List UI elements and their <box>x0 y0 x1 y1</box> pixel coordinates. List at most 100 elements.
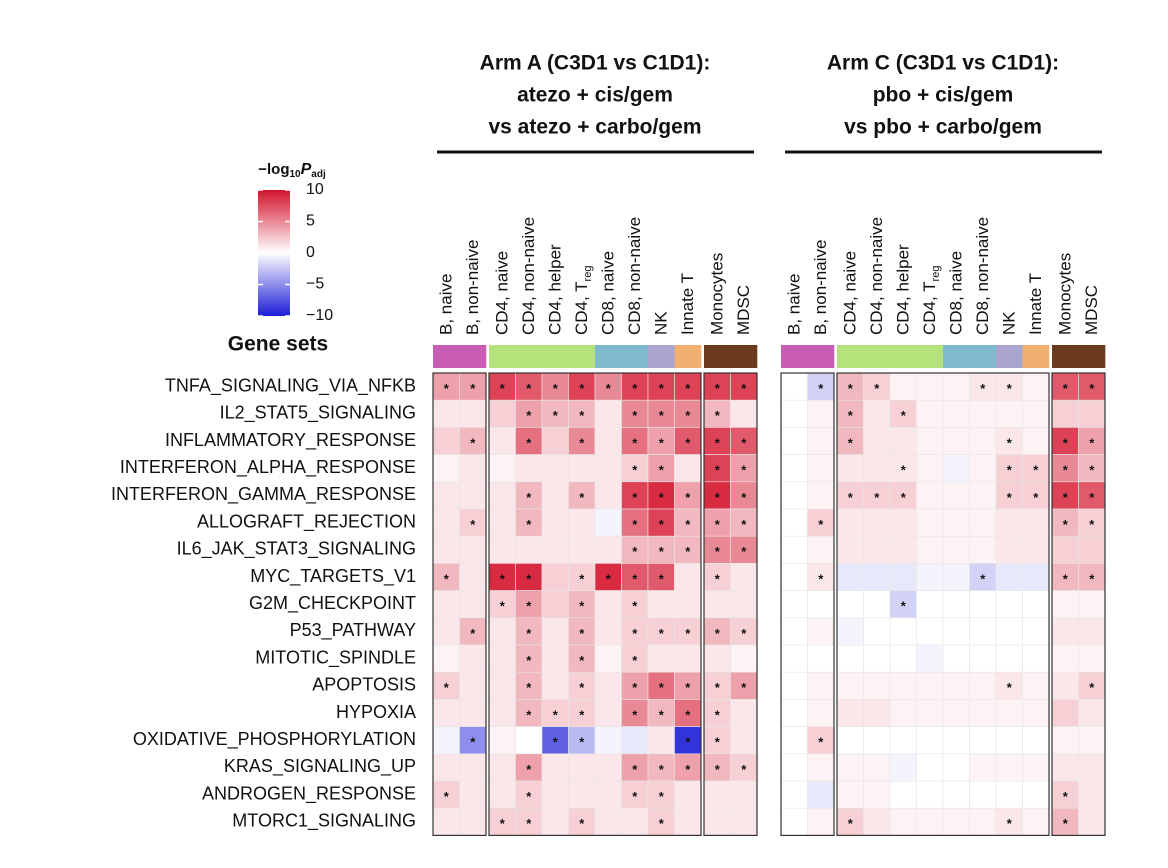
significance-star: * <box>1089 490 1095 505</box>
heatmap-cell <box>807 617 835 646</box>
heatmap-cell <box>889 699 917 727</box>
heatmap-cell <box>942 454 970 483</box>
significance-star: * <box>632 490 638 505</box>
heatmap-cell <box>969 644 997 673</box>
column-label-part: CD4, T <box>572 281 591 335</box>
heatmap-cell <box>621 590 649 619</box>
heatmap-cell <box>836 563 864 591</box>
significance-star: * <box>526 680 532 695</box>
heatmap-cell <box>432 508 460 537</box>
heatmap-cell <box>836 753 864 782</box>
significance-star: * <box>741 490 747 505</box>
heatmap-cell <box>730 399 758 428</box>
heatmap-cell <box>459 617 487 646</box>
heatmap-cell <box>836 780 864 809</box>
heatmap-cell <box>703 563 731 591</box>
significance-star: * <box>685 707 691 722</box>
heatmap-cell <box>942 726 970 755</box>
heatmap-cell <box>1051 699 1079 727</box>
heatmap-cell <box>515 780 543 809</box>
significance-star: * <box>901 599 907 614</box>
heatmap-cell <box>942 372 970 401</box>
heatmap-cell <box>459 563 487 591</box>
heatmap-cell <box>807 427 835 455</box>
significance-star: * <box>526 381 532 396</box>
heatmap-cell <box>432 535 460 564</box>
heatmap-cell <box>780 671 808 700</box>
significance-star: * <box>579 408 585 423</box>
row-label: TNFA_SIGNALING_VIA_NFKB <box>165 375 416 396</box>
column-group-color <box>863 345 891 368</box>
heatmap-cell <box>916 780 944 809</box>
heatmap-cell <box>488 644 516 673</box>
heatmap-cell <box>568 780 596 809</box>
significance-star: * <box>659 816 665 831</box>
heatmap-cell <box>515 590 543 619</box>
column-group-color <box>916 345 944 368</box>
heatmap-cell <box>889 644 917 673</box>
heatmap-cell <box>730 671 758 700</box>
column-label: CD4, non-naive <box>519 217 538 335</box>
significance-star: * <box>874 381 880 396</box>
heatmap-cell <box>541 644 569 673</box>
heatmap-cell <box>1051 617 1079 646</box>
significance-star: * <box>1007 490 1013 505</box>
heatmap-cell <box>621 644 649 673</box>
significance-star: * <box>579 816 585 831</box>
heatmap-cell <box>1078 535 1106 564</box>
heatmap-cell <box>780 508 808 537</box>
heatmap-cell <box>889 372 917 401</box>
row-axis-label: Gene sets <box>228 333 328 356</box>
panel-title: pbo + cis/gem <box>873 84 1014 107</box>
heatmap-cell <box>969 481 997 510</box>
heatmap-cell <box>568 454 596 483</box>
heatmap-cell <box>674 753 702 782</box>
heatmap-cell <box>594 726 622 755</box>
heatmap-cell <box>1022 726 1050 755</box>
heatmap-cell <box>515 671 543 700</box>
heatmap-cell <box>432 699 460 727</box>
heatmap-cell <box>807 508 835 537</box>
significance-star: * <box>632 381 638 396</box>
column-group-color <box>781 345 808 368</box>
significance-star: * <box>685 435 691 450</box>
significance-star: * <box>715 381 721 396</box>
heatmap-cell <box>995 563 1023 591</box>
heatmap-cell <box>730 590 758 619</box>
significance-star: * <box>553 408 559 423</box>
colorbar-title: −log10Padj <box>258 161 326 180</box>
column-group-color <box>595 345 622 368</box>
heatmap-cell <box>647 481 675 510</box>
column-label: CD4, naive <box>493 251 512 335</box>
heatmap-cell <box>942 780 970 809</box>
column-group-color <box>648 345 675 368</box>
heatmap-cell <box>942 671 970 700</box>
significance-star: * <box>848 381 854 396</box>
significance-star: * <box>526 789 532 804</box>
heatmap-cell <box>515 753 543 782</box>
significance-star: * <box>659 707 665 722</box>
heatmap-cell <box>594 699 622 727</box>
heatmap-cell <box>780 617 808 646</box>
heatmap-cell <box>995 780 1023 809</box>
heatmap-cell <box>1078 780 1106 809</box>
significance-star: * <box>526 653 532 668</box>
heatmap-cell <box>1022 563 1050 591</box>
panel-title: vs pbo + carbo/gem <box>844 116 1042 139</box>
heatmap-cell <box>836 671 864 700</box>
row-label: P53_PATHWAY <box>290 620 416 641</box>
heatmap-cell <box>674 399 702 428</box>
significance-star: * <box>715 762 721 777</box>
heatmap-cell <box>568 508 596 537</box>
heatmap-cell <box>1078 671 1106 700</box>
column-label: Innate T <box>1026 273 1045 335</box>
heatmap-cell <box>647 699 675 727</box>
heatmap-cell <box>432 454 460 483</box>
heatmap-cell <box>807 807 835 836</box>
heatmap-cell <box>780 753 808 782</box>
significance-star: * <box>741 762 747 777</box>
heatmap-cell <box>621 671 649 700</box>
heatmap-cell <box>889 726 917 755</box>
heatmap-cell <box>568 563 596 591</box>
